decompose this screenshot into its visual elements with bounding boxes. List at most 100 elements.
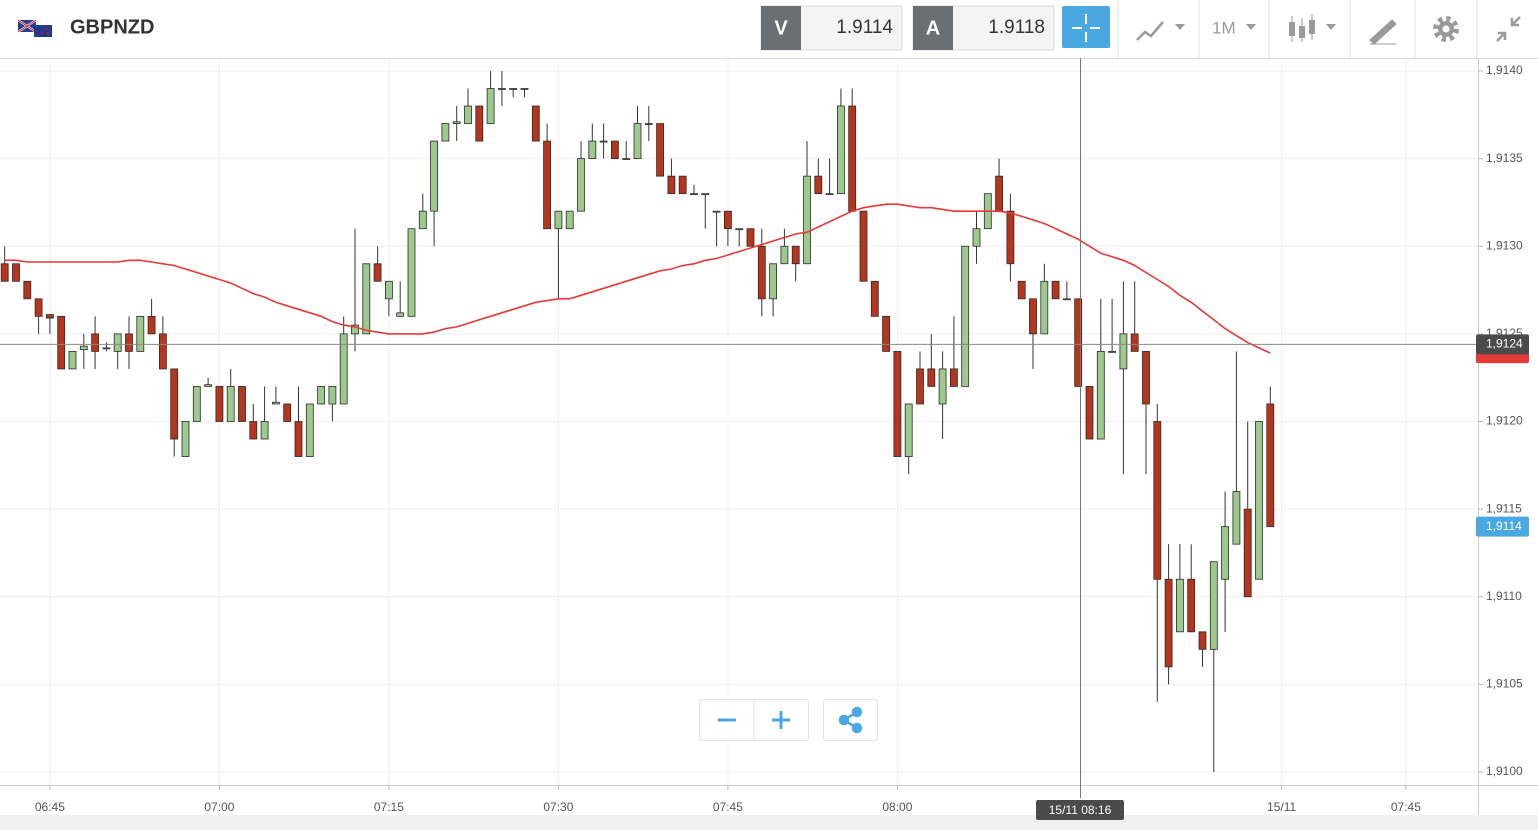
candle-body [226,386,235,422]
candle-body [848,105,857,212]
candle-body [882,315,890,352]
candle-body [690,193,698,196]
y-tick-label: 1,9100 [1486,764,1523,778]
candle-body [328,386,337,405]
crosshair-button[interactable] [1062,6,1110,48]
timeframe[interactable]: 1M [1212,18,1236,37]
candle-body [113,333,122,352]
candle-body [373,263,382,282]
candle-body [916,368,924,405]
candle-body [746,228,755,247]
candle-body [23,280,32,300]
candle-body [656,123,664,177]
candle-body [870,280,879,317]
candle-body [0,263,9,282]
candle-body [791,245,800,265]
zoom-in-button[interactable] [772,711,790,729]
candle-type-button[interactable] [1289,14,1315,42]
candle-body [859,210,868,282]
candle-body [543,140,551,230]
candle-body [192,386,201,422]
y-tick-label: 1,9120 [1486,414,1523,428]
candle-body [1029,298,1037,335]
toolbar-separators [1117,0,1478,58]
settings-button[interactable] [1433,16,1459,42]
candle-body [1040,280,1049,335]
candle-body [803,175,811,265]
chart-type-button[interactable] [1136,21,1164,41]
candle-body [430,140,439,212]
candle-body [1153,421,1162,580]
sell-price: 1.9114 [836,17,893,38]
buy-price: 1.9118 [988,17,1045,38]
dropdown-arrow [1175,24,1185,30]
candle-body [305,403,314,457]
collapse-button[interactable] [1496,16,1521,42]
candle-body [837,105,845,195]
candle-body [260,421,269,440]
buy-tag [913,6,953,50]
candle-body [611,140,619,160]
candle-body [757,245,766,300]
candle-body [46,314,54,319]
candle-body [452,121,461,124]
candle-body [147,315,156,335]
candle-body [125,333,133,352]
x-tick-label: 07:45 [713,800,743,814]
candle-body [1096,350,1105,440]
candle-body [565,210,574,230]
candle-body [486,88,495,124]
candle-body [724,210,732,230]
y-tick-label: 1,9105 [1486,677,1523,691]
candle-body [1243,508,1252,598]
candle-body [509,88,518,90]
dropdown-arrow [1246,24,1256,30]
candle-body [1164,578,1173,668]
candle-body [79,345,88,351]
candle-body [1108,350,1116,353]
candle-body [712,210,721,213]
candle-body [317,386,326,405]
candle-body [283,403,292,422]
candle-body [91,333,99,352]
candle-body [215,386,224,422]
candle-body [554,210,563,230]
candle-body [588,140,597,160]
x-tick-label: 07:30 [543,800,573,814]
candle-body [678,175,687,195]
share-button[interactable] [838,706,863,734]
x-tick-label: 06:45 [35,800,65,814]
candle-body [927,368,936,387]
x-tick-label: 08:00 [882,800,912,814]
candle-body [407,228,416,317]
toolbar: GBPNZD V 1.9114 A 1.9118 1M [0,0,1538,59]
candle-body [1255,421,1263,580]
candle-body [294,421,303,457]
candle-body [893,350,902,457]
candle-body [34,298,43,317]
candle-body [238,386,246,422]
moving-average-line [4,203,1271,354]
candle-body [68,350,77,370]
flag-icon [17,19,52,37]
dropdown-arrow [1326,24,1336,30]
candle-body [622,158,631,161]
moving-average [4,203,1271,354]
candle-body [667,175,676,195]
candle-body [950,368,958,387]
candle-body [1006,210,1015,265]
crosshair-y-tag [1476,334,1529,355]
footer-strip [0,815,1538,830]
buy-label: A [926,17,940,39]
candle-body [464,105,472,124]
candle-body [271,401,280,405]
crosshair-icon [1072,14,1100,42]
candle-body [769,263,777,300]
sell-label: V [774,17,788,39]
draw-tool-button[interactable] [1369,19,1397,45]
last-price-tag [1476,516,1529,537]
candle-body [102,347,111,350]
candle-body [136,315,145,352]
last-price-label: 1,9114 [1486,519,1522,533]
